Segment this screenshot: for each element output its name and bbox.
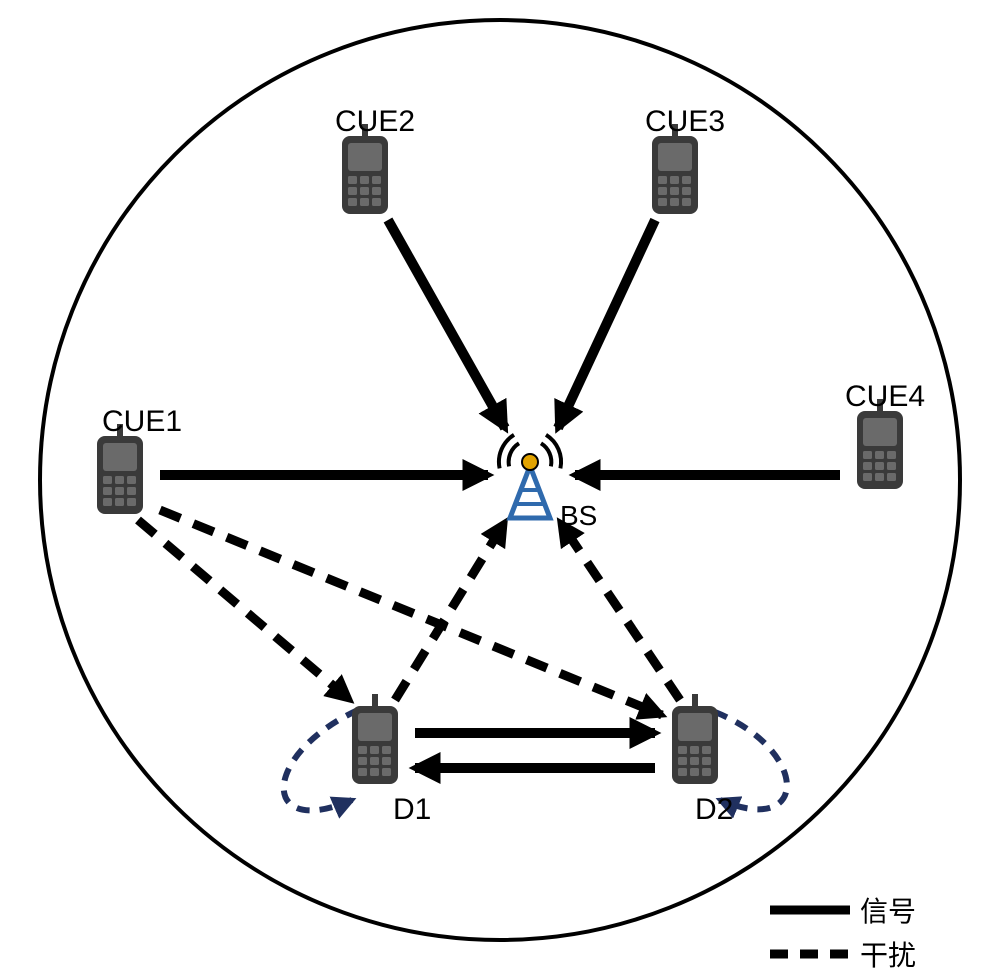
label-d2: D2 (695, 793, 733, 827)
base-station-icon (499, 435, 561, 518)
legend: 信号 干扰 (770, 890, 916, 978)
label-cue2: CUE2 (335, 105, 415, 139)
legend-row-signal: 信号 (770, 890, 916, 930)
label-cue1: CUE1 (102, 405, 182, 439)
diagram-canvas: CUE1 CUE2 CUE3 CUE4 D1 D2 BS 信号 干扰 (0, 0, 1000, 980)
edge-D1-D1-10 (284, 710, 358, 810)
phone-icon-D2 (672, 694, 718, 784)
legend-label-interference: 干扰 (860, 934, 916, 974)
edge-CUE1-D2-7 (160, 510, 662, 715)
phone-icon-D1 (352, 694, 398, 784)
legend-label-signal: 信号 (860, 890, 916, 930)
legend-row-interference: 干扰 (770, 934, 916, 974)
label-cue3: CUE3 (645, 105, 725, 139)
diagram-svg (0, 0, 1000, 980)
label-d1: D1 (393, 793, 431, 827)
edge-CUE3-BS-2 (558, 220, 655, 428)
edge-D2-BS-9 (560, 522, 680, 700)
edge-CUE2-BS-1 (388, 220, 505, 428)
label-bs: BS (560, 500, 597, 532)
label-cue4: CUE4 (845, 380, 925, 414)
